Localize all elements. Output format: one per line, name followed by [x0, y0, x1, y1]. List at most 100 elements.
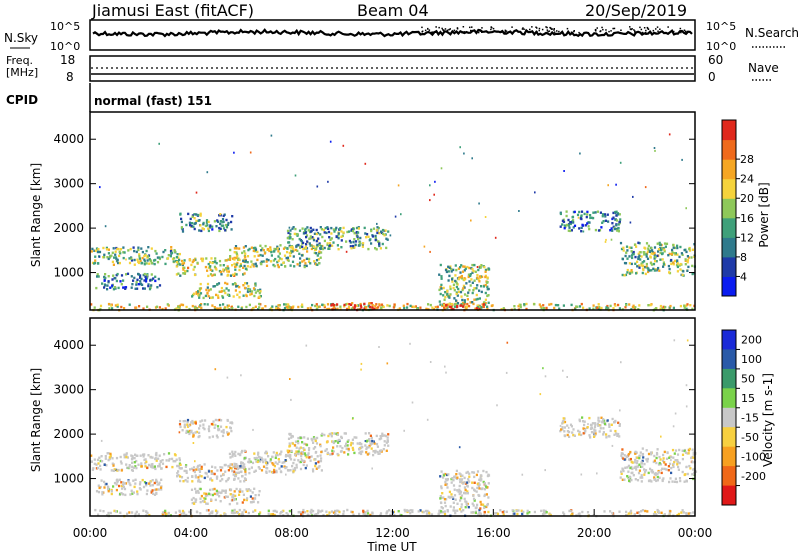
- echo-cell: [125, 455, 128, 459]
- echo-cell: [250, 260, 253, 263]
- echo-cell: [288, 444, 292, 447]
- echo-cell: [229, 493, 232, 496]
- echo-cell: [119, 460, 123, 463]
- echo-cell: [486, 294, 489, 298]
- echo-cell: [385, 237, 388, 240]
- echo-cell: [187, 266, 190, 270]
- echo-cell: [208, 512, 211, 516]
- echo-cell: [289, 458, 293, 461]
- echo-cell: [221, 290, 224, 293]
- echo-cell: [102, 246, 105, 250]
- echo-cell: [230, 467, 233, 470]
- echo-cell: [447, 495, 450, 499]
- echo-cell: [120, 462, 123, 465]
- echo-cell: [662, 305, 665, 309]
- echo-cell: [424, 509, 427, 513]
- echo-cell: [236, 464, 239, 468]
- echo-cell: [318, 243, 322, 247]
- echo-cell: [319, 256, 322, 259]
- echo-cell: [115, 483, 118, 486]
- echo-cell: [340, 239, 343, 242]
- echo-cell: [211, 510, 214, 513]
- echo-cell: [482, 285, 485, 288]
- echo-cell: [279, 512, 282, 515]
- echo-cell: [372, 227, 376, 230]
- echo-cell: [206, 303, 209, 306]
- echo-cell: [331, 303, 334, 306]
- echo-cell: [649, 303, 652, 307]
- echo-cell: [151, 484, 154, 487]
- echo-cell: [622, 469, 625, 473]
- noise-y-tick-bottom-right: 10^0: [706, 40, 736, 53]
- echo-cell: [227, 270, 230, 273]
- echo-cell: [349, 303, 353, 306]
- echo-cell: [447, 279, 450, 282]
- echo-cell: [586, 210, 589, 214]
- echo-cell: [670, 262, 673, 266]
- echo-cell: [164, 249, 167, 252]
- echo-cell: [234, 282, 237, 285]
- echo-cell: [587, 225, 590, 228]
- echo-cell: [638, 266, 641, 269]
- echo-cell: [553, 306, 556, 310]
- echo-cell: [349, 245, 352, 248]
- echo-cell: [272, 451, 275, 454]
- noise-search-dot: [434, 31, 437, 33]
- echo-cell: [185, 429, 188, 433]
- echo-cell: [336, 307, 339, 310]
- echo-cell: [101, 282, 104, 285]
- echo-cell: [239, 262, 242, 266]
- echo-cell: [629, 221, 632, 224]
- echo-cell: [273, 250, 276, 253]
- echo-cell: [270, 254, 273, 257]
- echo-cell: [100, 439, 103, 442]
- echo-cell: [462, 305, 465, 308]
- echo-cell: [672, 425, 675, 428]
- noise-search-dot: [477, 31, 480, 34]
- echo-cell: [130, 259, 134, 262]
- echo-cell: [186, 425, 190, 428]
- echo-cell: [210, 511, 213, 514]
- echo-cell: [279, 470, 282, 473]
- echo-cell: [142, 287, 145, 290]
- echo-cell: [618, 510, 621, 513]
- echo-cell: [198, 296, 201, 299]
- echo-cell: [136, 287, 139, 290]
- echo-cell: [194, 487, 197, 491]
- echo-cell: [452, 509, 455, 512]
- echo-cell: [447, 295, 450, 298]
- echo-cell: [581, 223, 584, 227]
- echo-cell: [375, 248, 378, 251]
- echo-cell: [121, 487, 124, 490]
- echo-cell: [361, 445, 364, 449]
- echo-cell: [230, 228, 233, 231]
- echo-cell: [385, 449, 388, 452]
- echo-cell: [197, 476, 200, 479]
- noise-search-dot: [566, 27, 569, 30]
- echo-cell: [139, 481, 142, 484]
- echo-cell: [254, 248, 258, 251]
- echo-cell: [542, 304, 545, 307]
- echo-cell: [676, 253, 679, 256]
- echo-cell: [334, 512, 337, 515]
- noise-search-dot: [553, 29, 555, 31]
- echo-cell: [130, 489, 133, 492]
- echo-cell: [590, 427, 593, 430]
- echo-cell: [351, 446, 354, 450]
- echo-cell: [199, 497, 202, 500]
- echo-cell: [319, 444, 322, 448]
- echo-cell: [631, 256, 634, 260]
- echo-cell: [321, 509, 324, 512]
- echo-cell: [499, 509, 502, 512]
- echo-cell: [213, 220, 216, 223]
- echo-cell: [294, 248, 297, 252]
- noise-search-dot: [601, 26, 603, 29]
- echo-cell: [285, 473, 287, 476]
- echo-cell: [629, 272, 632, 275]
- echo-cell: [470, 219, 472, 222]
- echo-cell: [478, 202, 480, 205]
- echo-cell: [444, 365, 446, 368]
- echo-cell: [305, 257, 308, 260]
- echo-cell: [561, 219, 564, 222]
- echo-cell: [117, 247, 120, 251]
